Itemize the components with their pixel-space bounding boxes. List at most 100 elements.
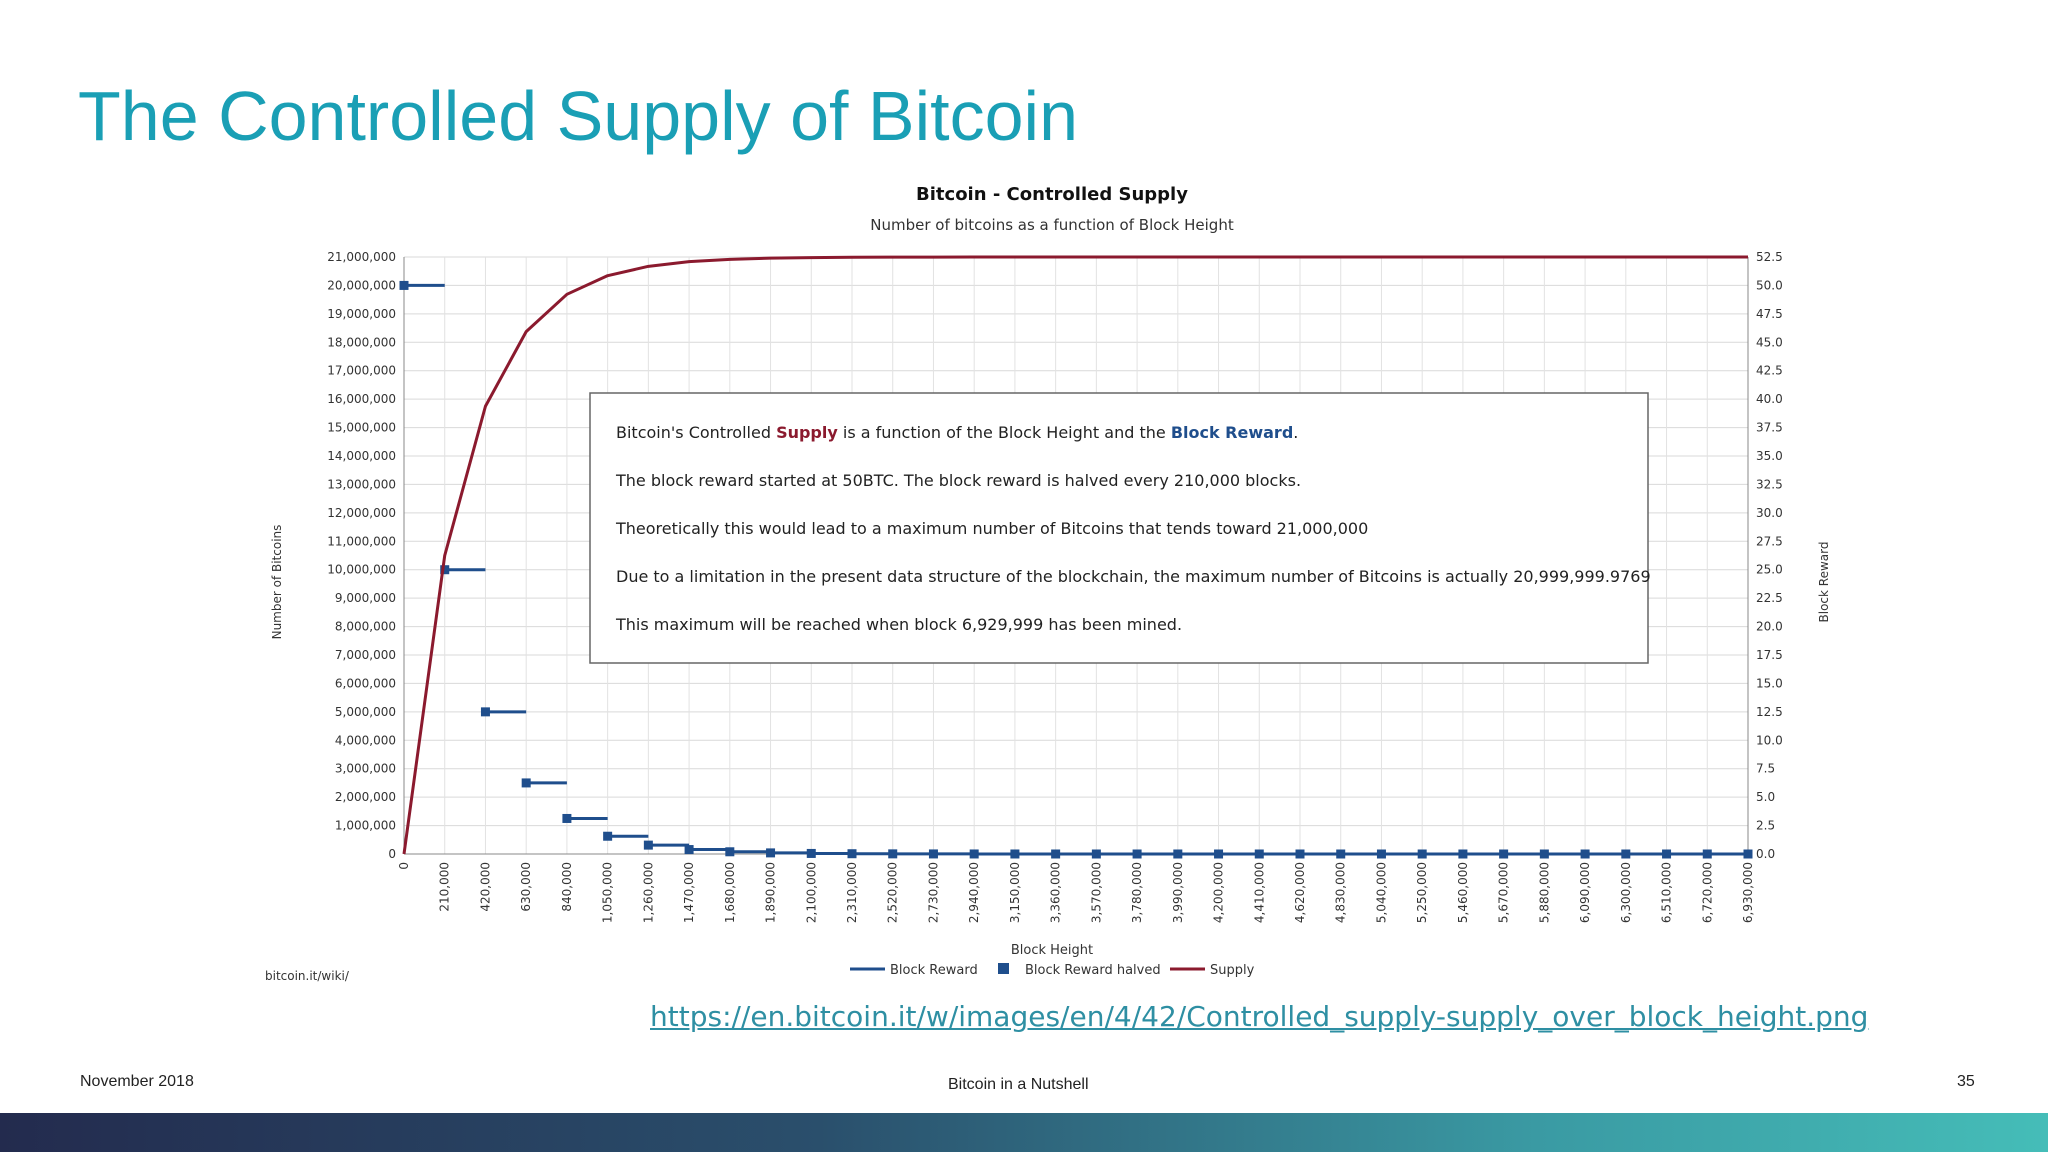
block-reward-halved-point bbox=[603, 831, 613, 841]
block-reward-halved-point bbox=[521, 778, 531, 788]
block-reward-halved-point bbox=[1539, 849, 1549, 859]
y-tick-label: 16,000,000 bbox=[327, 392, 396, 406]
block-reward-halved-point bbox=[1295, 849, 1305, 859]
y-tick-label: 7,000,000 bbox=[335, 648, 396, 662]
y2-tick-label: 7.5 bbox=[1756, 762, 1775, 776]
legend-block-reward: Block Reward bbox=[890, 963, 978, 978]
block-reward-halved-point bbox=[969, 849, 979, 859]
y2-tick-label: 45.0 bbox=[1756, 335, 1783, 349]
block-reward-halved-point bbox=[643, 840, 653, 850]
y2-axis-label: Block Reward bbox=[1817, 542, 1831, 623]
slide-title: The Controlled Supply of Bitcoin bbox=[78, 77, 1078, 155]
legend-block-reward-halved: Block Reward halved bbox=[1025, 963, 1161, 978]
block-reward-halved-point bbox=[1458, 849, 1468, 859]
y2-tick-label: 20.0 bbox=[1756, 620, 1783, 634]
y-tick-label: 4,000,000 bbox=[335, 733, 396, 747]
x-tick-label: 1,680,000 bbox=[723, 862, 737, 923]
block-reward-halved-point bbox=[480, 707, 490, 717]
y-tick-label: 9,000,000 bbox=[335, 591, 396, 605]
footer-date: November 2018 bbox=[80, 1073, 194, 1090]
block-reward-halved-point bbox=[847, 849, 857, 859]
x-tick-label: 5,040,000 bbox=[1374, 862, 1388, 923]
x-tick-label: 1,050,000 bbox=[601, 862, 615, 923]
annotation-box: Bitcoin's Controlled Supply is a functio… bbox=[589, 392, 1651, 664]
x-tick-label: 6,720,000 bbox=[1700, 862, 1714, 923]
y2-tick-label: 17.5 bbox=[1756, 648, 1783, 662]
x-tick-label: 6,090,000 bbox=[1578, 862, 1592, 923]
annotation-line-3: Theoretically this would lead to a maxim… bbox=[615, 519, 1368, 538]
y-tick-label: 14,000,000 bbox=[327, 449, 396, 463]
x-tick-label: 3,150,000 bbox=[1008, 862, 1022, 923]
x-tick-label: 2,310,000 bbox=[845, 862, 859, 923]
y-tick-label: 11,000,000 bbox=[327, 534, 396, 548]
x-tick-label: 0 bbox=[397, 862, 411, 870]
x-tick-label: 840,000 bbox=[560, 862, 574, 912]
y-tick-label: 2,000,000 bbox=[335, 790, 396, 804]
block-reward-halved-point bbox=[1254, 849, 1264, 859]
x-tick-label: 5,670,000 bbox=[1497, 862, 1511, 923]
y2-tick-label: 30.0 bbox=[1756, 506, 1783, 520]
x-tick-label: 4,200,000 bbox=[1212, 862, 1226, 923]
y-tick-label: 21,000,000 bbox=[327, 250, 396, 264]
x-tick-label: 1,890,000 bbox=[764, 862, 778, 923]
annotation-line-2: The block reward started at 50BTC. The b… bbox=[615, 471, 1301, 490]
x-tick-label: 3,990,000 bbox=[1171, 862, 1185, 923]
source-link[interactable]: https://en.bitcoin.it/w/images/en/4/42/C… bbox=[650, 1000, 1869, 1033]
x-tick-label: 5,460,000 bbox=[1456, 862, 1470, 923]
y-tick-label: 1,000,000 bbox=[335, 819, 396, 833]
y2-tick-label: 12.5 bbox=[1756, 705, 1783, 719]
block-reward-halved-point bbox=[1499, 849, 1509, 859]
annotation-line-4: Due to a limitation in the present data … bbox=[616, 567, 1651, 586]
y-tick-label: 13,000,000 bbox=[327, 477, 396, 491]
y2-tick-label: 0.0 bbox=[1756, 847, 1775, 861]
block-reward-halved-point bbox=[1010, 849, 1020, 859]
y-tick-label: 0 bbox=[388, 847, 396, 861]
x-tick-label: 3,360,000 bbox=[1049, 862, 1063, 923]
block-reward-halved-point bbox=[1580, 849, 1590, 859]
bottom-gradient-bar bbox=[0, 1113, 2048, 1152]
x-tick-label: 3,570,000 bbox=[1089, 862, 1103, 923]
y2-tick-label: 47.5 bbox=[1756, 307, 1783, 321]
y2-tick-label: 40.0 bbox=[1756, 392, 1783, 406]
chart: Bitcoin - Controlled Supply Number of bi… bbox=[265, 184, 1831, 983]
block-reward-halved-point bbox=[1662, 849, 1672, 859]
block-reward-halved-point bbox=[766, 848, 776, 858]
y-tick-label: 5,000,000 bbox=[335, 705, 396, 719]
y2-tick-label: 10.0 bbox=[1756, 733, 1783, 747]
x-tick-label: 6,510,000 bbox=[1660, 862, 1674, 923]
x-tick-label: 4,410,000 bbox=[1252, 862, 1266, 923]
x-axis-label: Block Height bbox=[1011, 943, 1093, 958]
page-number: 35 bbox=[1957, 1073, 1975, 1090]
supply-line bbox=[402, 255, 1748, 855]
block-reward-halved-point bbox=[888, 849, 898, 859]
x-tick-label: 2,520,000 bbox=[886, 862, 900, 923]
chart-subtitle: Number of bitcoins as a function of Bloc… bbox=[870, 216, 1234, 234]
x-tick-label: 2,100,000 bbox=[804, 862, 818, 923]
block-reward-halved-point bbox=[562, 813, 572, 823]
y2-tick-label: 35.0 bbox=[1756, 449, 1783, 463]
block-reward-halved-point bbox=[1336, 849, 1346, 859]
axes: 0 0.0 1,000,000 2.5 2,000,000 5.0 3,000,000 7.5… bbox=[327, 250, 1782, 923]
block-reward-halved-point bbox=[928, 849, 938, 859]
y-tick-label: 17,000,000 bbox=[327, 364, 396, 378]
legend: Block Reward Block Reward halved Supply bbox=[850, 963, 1255, 978]
x-tick-label: 2,730,000 bbox=[926, 862, 940, 923]
block-reward-halved-point bbox=[1376, 849, 1386, 859]
legend-supply: Supply bbox=[1210, 963, 1255, 978]
block-reward-halved-point bbox=[1132, 849, 1142, 859]
block-reward-halved-point bbox=[806, 848, 816, 858]
y2-tick-label: 32.5 bbox=[1756, 477, 1783, 491]
x-tick-label: 1,470,000 bbox=[682, 862, 696, 923]
supply-series bbox=[402, 255, 1748, 855]
y-tick-label: 19,000,000 bbox=[327, 307, 396, 321]
block-reward-halved-point bbox=[440, 565, 450, 575]
y-tick-label: 3,000,000 bbox=[335, 762, 396, 776]
y-tick-label: 20,000,000 bbox=[327, 278, 396, 292]
y-axis-label: Number of Bitcoins bbox=[270, 525, 284, 640]
y2-tick-label: 42.5 bbox=[1756, 364, 1783, 378]
x-tick-label: 4,830,000 bbox=[1334, 862, 1348, 923]
y2-tick-label: 50.0 bbox=[1756, 278, 1783, 292]
block-reward-halved-point bbox=[1091, 849, 1101, 859]
block-reward-halved-point bbox=[725, 847, 735, 857]
block-reward-halved-point bbox=[1214, 849, 1224, 859]
